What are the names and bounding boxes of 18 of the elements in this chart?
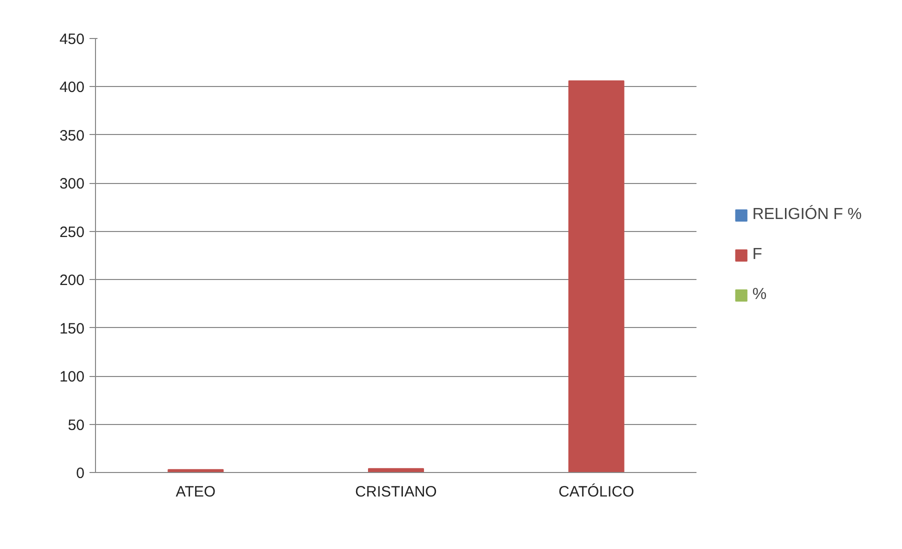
y-tick-label: 350 bbox=[59, 127, 85, 144]
x-tick-label: CATÓLICO bbox=[558, 482, 634, 500]
y-tick-label: 150 bbox=[59, 320, 85, 338]
y-tick-label: 50 bbox=[68, 416, 85, 434]
y-tick-label: 450 bbox=[59, 31, 85, 48]
bar bbox=[568, 80, 624, 472]
y-tick-label: 300 bbox=[59, 176, 85, 193]
legend-label: RELIGIÓN F % bbox=[752, 206, 862, 224]
y-tick-label: 250 bbox=[59, 224, 85, 241]
y-tick-label: 100 bbox=[59, 368, 85, 386]
x-tick-label: CRISTIANO bbox=[355, 484, 437, 500]
legend-label: F bbox=[752, 246, 764, 264]
y-tick-label: 400 bbox=[59, 79, 85, 96]
x-tick-label: ATEO bbox=[176, 484, 216, 500]
legend-label: % bbox=[752, 286, 768, 304]
y-tick-label: 200 bbox=[59, 272, 85, 290]
bar bbox=[368, 468, 424, 472]
y-tick-label: 0 bbox=[76, 465, 84, 482]
